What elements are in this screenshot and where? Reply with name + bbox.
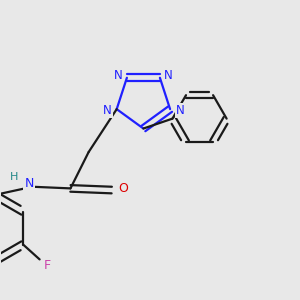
Text: N: N [164,69,172,82]
Text: F: F [43,259,50,272]
Text: O: O [118,182,128,195]
Text: N: N [103,104,112,117]
Text: N: N [25,177,34,190]
Text: N: N [176,104,184,117]
Text: H: H [10,172,19,182]
Text: N: N [114,69,123,82]
